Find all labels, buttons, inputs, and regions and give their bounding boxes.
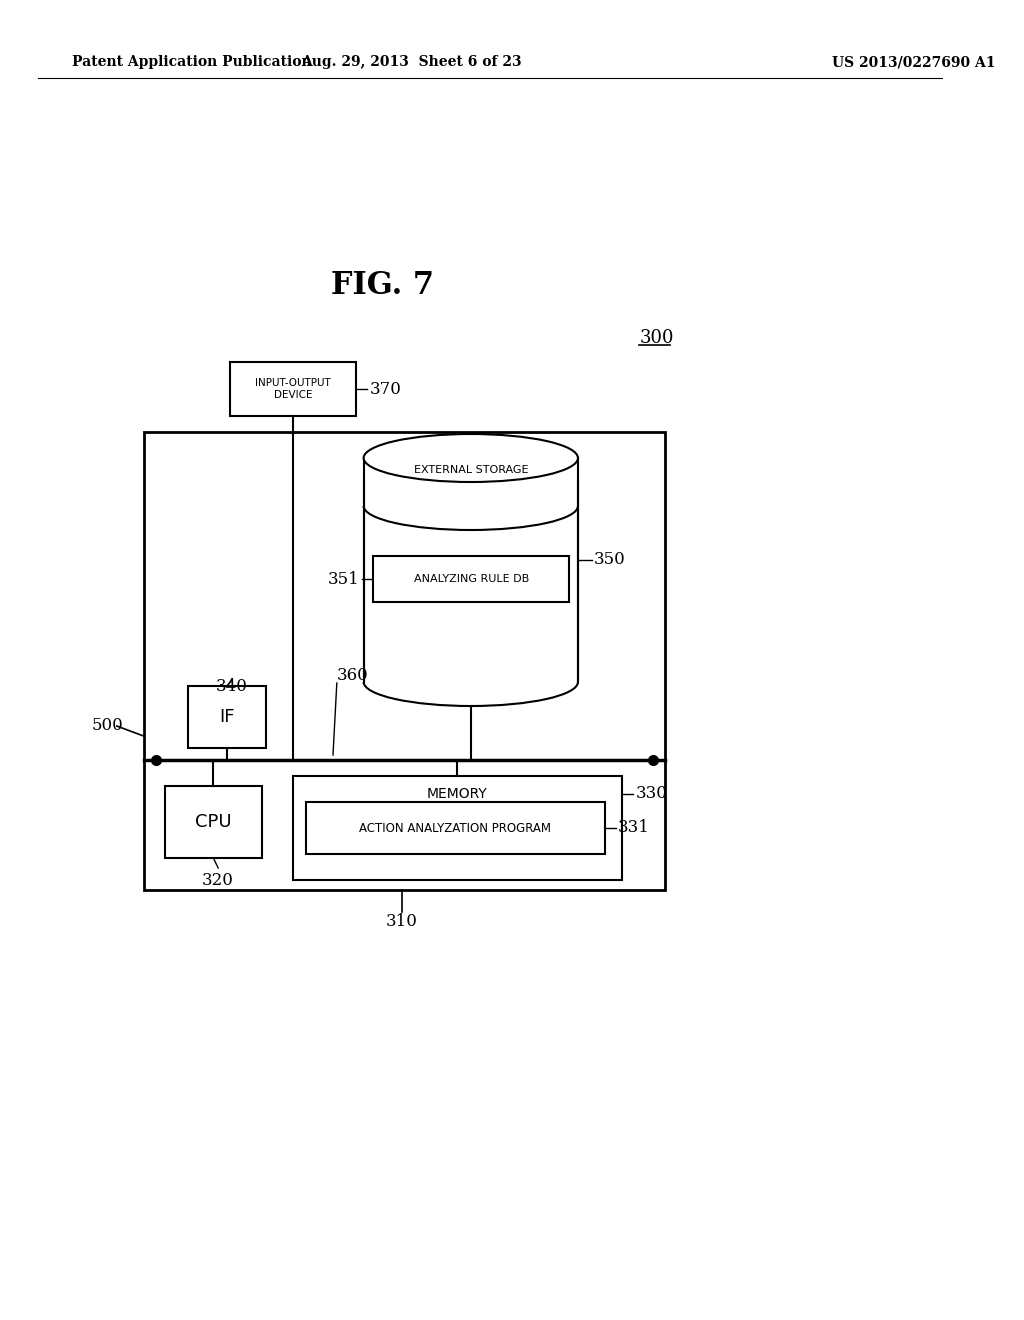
Text: CPU: CPU [196, 813, 231, 832]
FancyBboxPatch shape [187, 686, 266, 748]
Text: 360: 360 [337, 668, 369, 685]
Text: EXTERNAL STORAGE: EXTERNAL STORAGE [414, 465, 528, 475]
Text: MEMORY: MEMORY [427, 787, 487, 801]
Text: 330: 330 [635, 785, 668, 803]
Text: Aug. 29, 2013  Sheet 6 of 23: Aug. 29, 2013 Sheet 6 of 23 [301, 55, 522, 69]
FancyBboxPatch shape [364, 482, 578, 682]
FancyBboxPatch shape [143, 432, 665, 890]
Text: 331: 331 [618, 820, 650, 837]
Text: 350: 350 [594, 552, 626, 569]
Text: 340: 340 [216, 678, 248, 696]
Text: IF: IF [219, 708, 234, 726]
Text: ACTION ANALYZATION PROGRAM: ACTION ANALYZATION PROGRAM [359, 821, 552, 834]
FancyBboxPatch shape [306, 803, 605, 854]
Text: INPUT-OUTPUT
DEVICE: INPUT-OUTPUT DEVICE [255, 379, 331, 400]
Text: 500: 500 [91, 718, 123, 734]
Text: 351: 351 [328, 570, 359, 587]
FancyBboxPatch shape [293, 776, 622, 880]
Text: Patent Application Publication: Patent Application Publication [72, 55, 311, 69]
Text: 370: 370 [370, 380, 401, 397]
Text: ANALYZING RULE DB: ANALYZING RULE DB [414, 574, 528, 583]
Text: 300: 300 [639, 329, 674, 347]
Text: FIG. 7: FIG. 7 [331, 269, 434, 301]
Text: 320: 320 [202, 873, 234, 888]
FancyBboxPatch shape [229, 362, 356, 416]
FancyBboxPatch shape [165, 785, 262, 858]
Ellipse shape [364, 434, 578, 482]
FancyBboxPatch shape [373, 556, 569, 602]
Text: US 2013/0227690 A1: US 2013/0227690 A1 [833, 55, 996, 69]
Text: 310: 310 [386, 913, 418, 931]
